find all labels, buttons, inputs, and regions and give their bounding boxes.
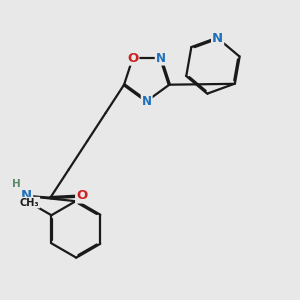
Text: O: O [127, 52, 138, 64]
Text: N: N [156, 52, 166, 64]
Text: N: N [21, 190, 32, 202]
Text: O: O [76, 190, 87, 202]
Text: CH₃: CH₃ [20, 198, 39, 208]
Text: N: N [212, 32, 223, 45]
Text: N: N [142, 94, 152, 108]
Text: H: H [12, 179, 20, 189]
